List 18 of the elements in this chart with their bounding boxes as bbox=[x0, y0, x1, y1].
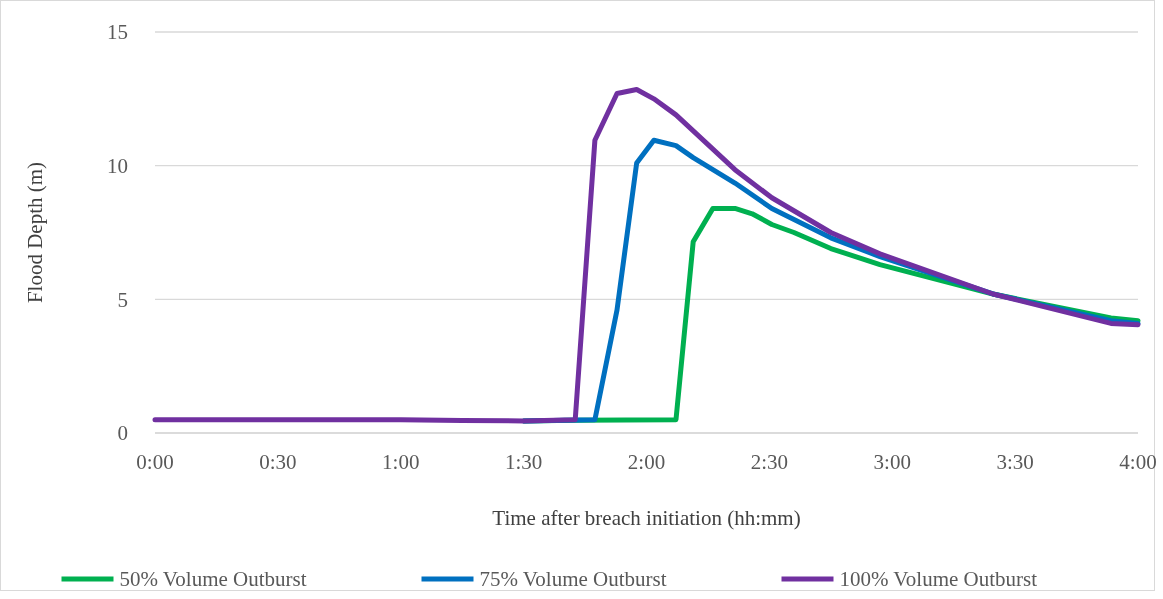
x-tick-label: 0:00 bbox=[136, 450, 174, 474]
y-tick-label: 15 bbox=[107, 20, 128, 45]
legend-label: 100% Volume Outburst bbox=[839, 567, 1038, 592]
x-tick-label: 3:00 bbox=[873, 450, 911, 474]
legend-label: 50% Volume Outburst bbox=[119, 567, 307, 592]
x-tick-label: 3:30 bbox=[996, 450, 1034, 474]
x-axis-title: Time after breach initiation (hh:mm) bbox=[492, 506, 801, 530]
x-tick-label: 2:00 bbox=[627, 450, 666, 474]
x-tick-label: 2:30 bbox=[750, 450, 789, 474]
legend-label: 75% Volume Outburst bbox=[479, 567, 667, 592]
x-tick-label: 0:30 bbox=[259, 450, 297, 474]
y-tick-label: 0 bbox=[117, 421, 128, 446]
x-tick-label: 4:00 bbox=[1119, 450, 1157, 474]
y-tick-label: 10 bbox=[107, 154, 128, 179]
y-tick-label: 5 bbox=[117, 287, 128, 312]
y-axis-title: Flood Depth (m) bbox=[23, 161, 47, 304]
x-tick-label: 1:00 bbox=[382, 450, 420, 474]
x-tick-label: 1:30 bbox=[504, 450, 543, 474]
